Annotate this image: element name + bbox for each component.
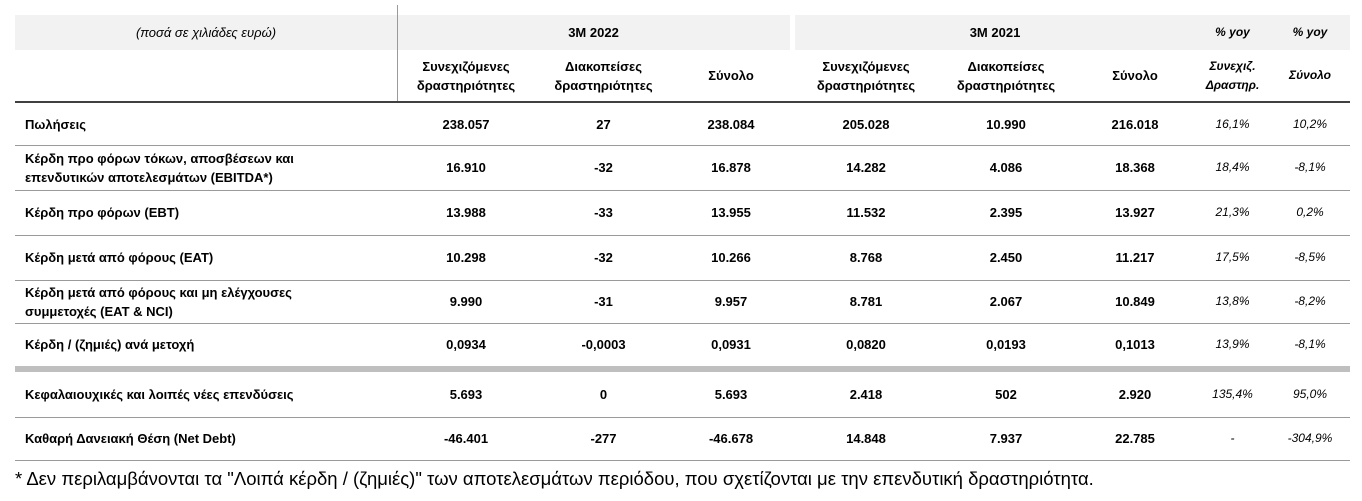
cell: 0,1013 [1115,337,1155,352]
cell: 27 [596,116,611,132]
yoy-header: % yoy [1292,25,1328,39]
divider [397,5,398,102]
cell: 0,0931 [711,337,751,352]
cell: 238.057 [442,116,490,132]
row-label: Κέρδη προ φόρων τόκων, αποσβέσεων και επ… [25,150,294,185]
cell: -304,9% [1287,431,1333,445]
yoy-header: % yoy [1215,25,1250,39]
cell: 16.878 [711,160,751,175]
cell: - [1230,431,1235,445]
row-label: Κέρδη μετά από φόρους (EAT) [25,250,214,265]
cell: 10,2% [1292,116,1328,131]
cell: 10.849 [1115,294,1155,309]
cell: 14.848 [846,431,886,446]
cell: 10.266 [711,250,751,265]
row-label: Πωλήσεις [25,116,86,132]
group-header: 3M 2021 [969,25,1021,40]
cell: 13,9% [1215,337,1250,351]
cell: -0,0003 [581,337,626,352]
cell: 5.693 [714,387,748,402]
column-header: Σύνολο [1112,68,1158,83]
cell: -8,1% [1294,337,1326,351]
row-line [15,417,1350,418]
cell: 9.957 [714,294,748,309]
cell: 9.990 [449,294,483,309]
cell: -32 [594,250,613,265]
cell: 2.395 [989,205,1023,220]
cell: 8.781 [849,294,883,309]
cell: 135,4% [1212,387,1253,401]
cell: 0 [599,387,608,402]
column-header: Συνεχιζόμενες δραστηριότητες [416,58,516,93]
row-label: Κεφαλαιουχικές και λοιπές νέες επενδύσει… [25,387,294,402]
cell: -277 [590,431,617,446]
row-line [15,460,1350,461]
row-line [15,145,1350,146]
row-line [15,235,1350,236]
cell: 4.086 [989,160,1023,175]
cell: 502 [995,387,1017,402]
cell: 10.298 [446,250,486,265]
cell: 0,0934 [446,337,486,352]
cell: 16.910 [446,160,486,175]
cell: 14.282 [846,160,886,175]
cell: -8,2% [1294,294,1326,308]
row-line [15,190,1350,191]
cell: 7.937 [989,431,1023,446]
cell: -8,5% [1294,250,1326,264]
column-header: Διακοπείσες δραστηριότητες [554,58,653,93]
footnote: * Δεν περιλαμβάνονται τα "Λοιπά κέρδη / … [15,468,1094,489]
cell: 18.368 [1115,160,1155,175]
cell: 238.084 [707,116,755,132]
cell: 10.990 [986,116,1026,132]
cell: 18,4% [1215,160,1250,174]
cell: 8.768 [849,250,883,265]
header-rule [15,101,1350,103]
row-line [15,280,1350,281]
cell: -46.678 [708,431,754,446]
cell: 13.955 [711,205,751,220]
row-label: Κέρδη προ φόρων (EBT) [25,205,180,220]
row-label: Κέρδη μετά από φόρους και μη ελέγχουσες … [25,284,292,319]
cell: 11.217 [1115,250,1155,265]
group-header: 3M 2022 [568,25,619,40]
column-header: Συνεχιζόμενες δραστηριότητες [816,58,916,93]
cell: -8,1% [1294,160,1326,174]
cell: 2.920 [1118,387,1152,402]
column-header: Σύνολο [1288,68,1332,82]
cell: 0,0193 [986,337,1026,352]
cell: 13.927 [1115,205,1155,220]
cell: 11.532 [846,205,886,220]
cell: 2.067 [989,294,1023,309]
cell: 216.018 [1111,116,1159,132]
cell: 21,3% [1215,205,1250,219]
header-band [15,15,1350,50]
cell: 16,1% [1215,116,1250,131]
section-band [15,366,1350,372]
column-header: Διακοπείσες δραστηριότητες [956,58,1056,93]
column-header: Συνεχιζ. Δραστηρ. [1205,58,1260,92]
cell: -46.401 [443,431,489,446]
cell: 13.988 [446,205,486,220]
cell: -31 [594,294,613,309]
cell: 2.450 [989,250,1023,265]
row-label: Κέρδη / (ζημιές) ανά μετοχή [25,337,195,352]
column-header: Σύνολο [708,68,754,83]
cell: 22.785 [1115,431,1155,446]
cell: -32 [594,160,613,175]
cell: -33 [594,205,613,220]
cell: 0,0820 [846,337,886,352]
gap [790,15,795,50]
cell: 5.693 [449,387,483,402]
unit-note: (ποσά σε χιλιάδες ευρώ) [135,25,277,40]
cell: 0,2% [1296,205,1324,219]
cell: 17,5% [1215,250,1250,264]
cell: 13,8% [1215,294,1250,308]
row-label: Καθαρή Δανειακή Θέση (Net Debt) [25,431,236,446]
cell: 2.418 [849,387,883,402]
cell: 95,0% [1292,387,1328,401]
cell: 205.028 [842,116,890,132]
row-line [15,323,1350,324]
